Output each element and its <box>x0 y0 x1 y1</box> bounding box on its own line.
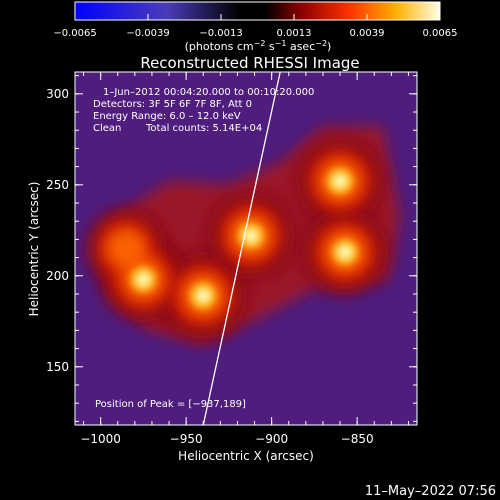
x-tick-label: −950 <box>170 432 203 446</box>
emission-source <box>136 272 151 287</box>
annotation-peak-position: Position of Peak = [−937,189] <box>95 399 246 410</box>
x-axis-label: Heliocentric X (arcsec) <box>178 449 314 463</box>
emission-source <box>333 174 348 189</box>
emission-source <box>338 245 353 260</box>
annotation-clean: Clean <box>93 123 121 134</box>
annotation-energy-range: Energy Range: 6.0 – 12.0 keV <box>93 111 241 122</box>
x-tick-label: −1000 <box>80 432 121 446</box>
y-tick-label: 200 <box>46 269 69 283</box>
colorbar <box>74 1 441 21</box>
axis-ticks <box>75 72 417 425</box>
x-tick-label: −900 <box>255 432 288 446</box>
chart-title: Reconstructed RHESSI Image <box>140 54 359 72</box>
colorbar-tick-label: −0.0039 <box>126 28 169 39</box>
y-tick-label: 150 <box>46 360 69 374</box>
axis-tick-labels: −1000 −950 −900 −850 150 200 250 300 <box>46 87 374 446</box>
emission-region <box>85 126 400 345</box>
colorbar-tick-label: −0.0013 <box>199 28 242 39</box>
colorbar-tick-label: 0.0039 <box>350 28 385 39</box>
timestamp: 11–May–2022 07:56 <box>365 484 496 499</box>
colorbar-tick-labels: −0.0065 −0.0039 −0.0013 0.0013 0.0039 0.0065 <box>53 28 457 39</box>
annotation-detectors: Detectors: 3F 5F 6F 7F 8F, Att 0 <box>93 99 252 110</box>
colorbar-tick-label: 0.0013 <box>277 28 312 39</box>
emission-source <box>244 228 259 243</box>
y-tick-label: 250 <box>46 178 69 192</box>
solar-limb-line <box>202 72 281 425</box>
y-tick-label: 300 <box>46 87 69 101</box>
emission-source <box>196 288 211 303</box>
plot-frame <box>74 71 418 426</box>
x-tick-label: −850 <box>341 432 374 446</box>
colorbar-tick-label: 0.0065 <box>423 28 458 39</box>
annotation-time-range: 1–Jun–2012 00:04:20.000 to 00:10:20.000 <box>103 87 314 98</box>
colorbar-ticks <box>74 14 441 20</box>
colorbar-units: (photons cm−2 s−1 asec−2) <box>185 39 332 53</box>
y-axis-label: Heliocentric Y (arcsec) <box>27 182 41 317</box>
colorbar-tick-label: −0.0065 <box>53 28 96 39</box>
heatmap-image <box>75 72 417 425</box>
emission-source <box>105 228 147 269</box>
annotation-total-counts: Total counts: 5.14E+04 <box>145 123 262 134</box>
